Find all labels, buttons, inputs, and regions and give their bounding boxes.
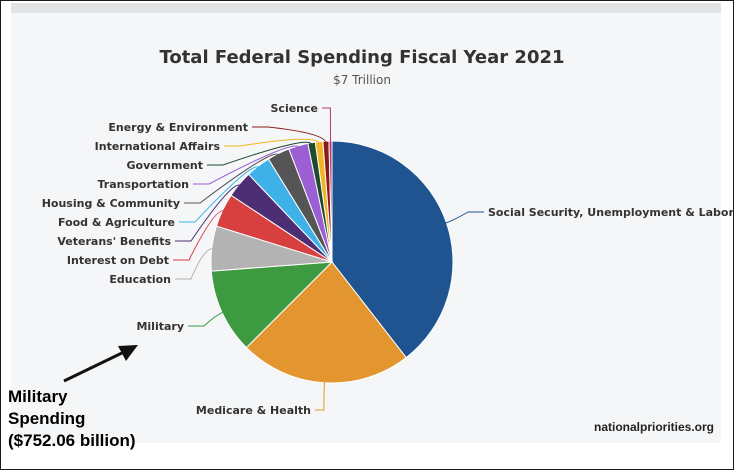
slice-label: Medicare & Health [196, 404, 311, 417]
label-connector [175, 248, 214, 280]
label-connector [184, 153, 280, 204]
label-connector [252, 126, 327, 144]
annotation-line: Spending [8, 409, 86, 428]
slice-label: Veterans' Benefits [57, 235, 171, 248]
label-connectors [173, 107, 484, 411]
slice-label: Science [271, 102, 319, 115]
pie-slices [210, 140, 454, 384]
label-connector [224, 138, 320, 147]
slice-label: Government [127, 159, 203, 172]
slice-label: Housing & Community [42, 197, 180, 210]
slice-labels: Social Security, Unemployment & Labor Med… [42, 102, 734, 417]
label-connector [173, 210, 225, 261]
slice-label: Education [109, 273, 171, 286]
label-connector [188, 311, 225, 327]
source-credit: nationalpriorities.org [593, 420, 714, 434]
slice-label: Interest on Debt [67, 254, 169, 267]
slice-label: Military [136, 320, 184, 333]
chart-title: Total Federal Spending Fiscal Year 2021 [159, 47, 564, 68]
annotation-arrow [63, 345, 138, 383]
label-connector [179, 166, 260, 223]
label-connector [193, 145, 300, 185]
slice-label: International Affairs [95, 140, 221, 153]
label-connector [444, 211, 484, 224]
slice-label: Social Security, Unemployment & Labor [488, 206, 734, 219]
label-connector [207, 141, 313, 166]
slice-label: Energy & Environment [108, 121, 248, 134]
military-spending-annotation: Military Spending ($752.06 billion) [8, 386, 136, 452]
slice-label: Transportation [98, 178, 189, 191]
annotation-line: ($752.06 billion) [8, 431, 136, 450]
label-connector [315, 380, 325, 411]
chart-subtitle: $7 Trillion [333, 73, 391, 87]
label-connector [322, 107, 331, 144]
label-connector [175, 184, 242, 242]
annotation-line: Military [8, 387, 68, 406]
slice-label: Food & Agriculture [58, 216, 175, 229]
panel-top-bar [11, 3, 721, 13]
